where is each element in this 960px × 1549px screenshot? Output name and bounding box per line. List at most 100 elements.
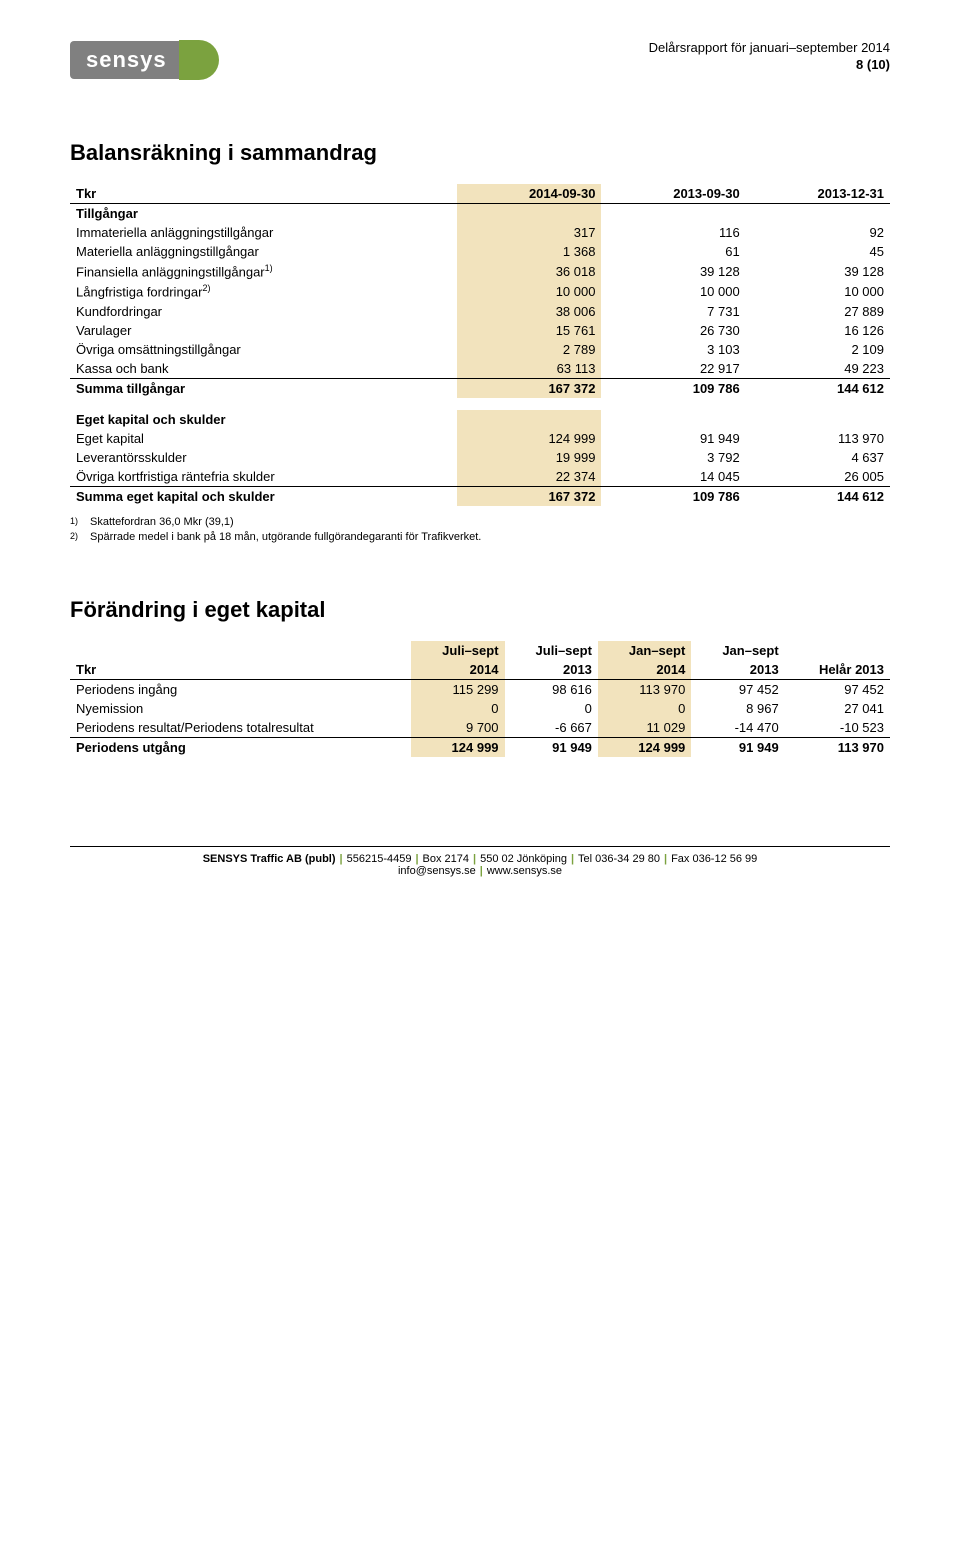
cell xyxy=(601,204,745,224)
cell: 115 299 xyxy=(411,679,504,699)
cell xyxy=(746,204,890,224)
row-label: Summa tillgångar xyxy=(70,378,457,398)
footnote-marker: 1) xyxy=(70,516,82,532)
cell: 45 xyxy=(746,242,890,261)
separator-icon: | xyxy=(476,865,487,877)
row-label: Kundfordringar xyxy=(70,302,457,321)
table-row: Kassa och bank63 11322 91749 223 xyxy=(70,359,890,379)
cell: 15 761 xyxy=(457,321,601,340)
table-row: Immateriella anläggningstillgångar317116… xyxy=(70,223,890,242)
cell: 19 999 xyxy=(457,448,601,467)
col2-bot-3: 2013 xyxy=(691,660,784,680)
footer-part: Box 2174 xyxy=(423,853,469,865)
cell: -6 667 xyxy=(505,718,598,738)
logo-curve-icon xyxy=(179,40,219,80)
footnote-marker: 2) xyxy=(70,531,82,547)
row-label: Periodens ingång xyxy=(70,679,411,699)
cell: 0 xyxy=(505,699,598,718)
table-row: Eget kapital och skulder xyxy=(70,410,890,429)
cell xyxy=(457,410,601,429)
col-2: 2013-12-31 xyxy=(746,184,890,204)
row-label: Varulager xyxy=(70,321,457,340)
col-0: 2014-09-30 xyxy=(457,184,601,204)
page-header: sensys Delårsrapport för januari–septemb… xyxy=(70,40,890,80)
cell: 92 xyxy=(746,223,890,242)
cell: 22 374 xyxy=(457,467,601,487)
table-row: Periodens ingång115 29998 616113 970 97 4… xyxy=(70,679,890,699)
row-label: Långfristiga fordringar2) xyxy=(70,281,457,301)
logo: sensys xyxy=(70,40,219,80)
cell: 113 970 xyxy=(598,679,691,699)
cell: 4 637 xyxy=(746,448,890,467)
footer-part: Tel 036-34 29 80 xyxy=(578,853,660,865)
cell: 10 000 xyxy=(746,281,890,301)
cell: 91 949 xyxy=(505,737,598,757)
cell: 91 949 xyxy=(601,429,745,448)
cell: 1 368 xyxy=(457,242,601,261)
logo-text: sensys xyxy=(70,41,183,79)
cell: 10 000 xyxy=(457,281,601,301)
table-row: Varulager15 76126 73016 126 xyxy=(70,321,890,340)
cell: 39 128 xyxy=(746,261,890,281)
cell: 61 xyxy=(601,242,745,261)
footer-part: SENSYS Traffic AB (publ) xyxy=(203,853,336,865)
col2-bot-0: 2014 xyxy=(411,660,504,680)
cell: 98 616 xyxy=(505,679,598,699)
row-label: Nyemission xyxy=(70,699,411,718)
cell: 27 041 xyxy=(785,699,890,718)
col2-top-1: Juli–sept xyxy=(505,641,598,660)
cell: 38 006 xyxy=(457,302,601,321)
cell: 167 372 xyxy=(457,486,601,506)
col2-bot-1: 2013 xyxy=(505,660,598,680)
table-row: Periodens resultat/Periodens totalresult… xyxy=(70,718,890,738)
cell: 36 018 xyxy=(457,261,601,281)
cell: 91 949 xyxy=(691,737,784,757)
page-number: 8 (10) xyxy=(649,57,890,74)
table-row: Långfristiga fordringar2)10 00010 00010 … xyxy=(70,281,890,301)
cell: 26 730 xyxy=(601,321,745,340)
separator-icon: | xyxy=(336,853,347,865)
footnote: 1)Skattefordran 36,0 Mkr (39,1) xyxy=(70,516,890,532)
col2-top-0: Juli–sept xyxy=(411,641,504,660)
cell: 97 452 xyxy=(785,679,890,699)
page-footer: SENSYS Traffic AB (publ)|556215-4459|Box… xyxy=(70,846,890,877)
row-label: Tillgångar xyxy=(70,204,457,224)
table-row: Leverantörsskulder19 9993 7924 637 xyxy=(70,448,890,467)
table-row: Materiella anläggningstillgångar1 368614… xyxy=(70,242,890,261)
equity-change-table: Juli–sept Juli–sept Jan–sept Jan–sept Tk… xyxy=(70,641,890,757)
row-label: Periodens resultat/Periodens totalresult… xyxy=(70,718,411,738)
footer-line1: SENSYS Traffic AB (publ)|556215-4459|Box… xyxy=(70,853,890,865)
row-label: Övriga kortfristiga räntefria skulder xyxy=(70,467,457,487)
col-label: Tkr xyxy=(70,184,457,204)
row-label: Eget kapital xyxy=(70,429,457,448)
cell: 124 999 xyxy=(411,737,504,757)
col-1: 2013-09-30 xyxy=(601,184,745,204)
col2-top-3: Jan–sept xyxy=(691,641,784,660)
cell: 124 999 xyxy=(598,737,691,757)
footer-part: Fax 036-12 56 99 xyxy=(671,853,757,865)
row-label: Finansiella anläggningstillgångar1) xyxy=(70,261,457,281)
section2-title: Förändring i eget kapital xyxy=(70,597,890,623)
row-label: Periodens utgång xyxy=(70,737,411,757)
cell: 144 612 xyxy=(746,486,890,506)
table-row: Finansiella anläggningstillgångar1)36 01… xyxy=(70,261,890,281)
cell: 167 372 xyxy=(457,378,601,398)
table-row: Övriga kortfristiga räntefria skulder22 … xyxy=(70,467,890,487)
balance-table: Tkr 2014-09-30 2013-09-30 2013-12-31 Til… xyxy=(70,184,890,506)
col2-bot-4: Helår 2013 xyxy=(785,660,890,680)
table-row: Eget kapital124 99991 949113 970 xyxy=(70,429,890,448)
table-row: Periodens utgång124 99991 949124 99991 9… xyxy=(70,737,890,757)
cell: 0 xyxy=(411,699,504,718)
cell: -10 523 xyxy=(785,718,890,738)
row-label: Eget kapital och skulder xyxy=(70,410,457,429)
separator-icon: | xyxy=(660,853,671,865)
row-label: Materiella anläggningstillgångar xyxy=(70,242,457,261)
cell xyxy=(457,204,601,224)
cell: 317 xyxy=(457,223,601,242)
table-header-bot-row: Tkr 2014 2013 2014 2013 Helår 2013 xyxy=(70,660,890,680)
row-label: Summa eget kapital och skulder xyxy=(70,486,457,506)
table-header-row: Tkr 2014-09-30 2013-09-30 2013-12-31 xyxy=(70,184,890,204)
blank xyxy=(70,641,411,660)
page: sensys Delårsrapport för januari–septemb… xyxy=(0,0,960,907)
row-label: Kassa och bank xyxy=(70,359,457,379)
